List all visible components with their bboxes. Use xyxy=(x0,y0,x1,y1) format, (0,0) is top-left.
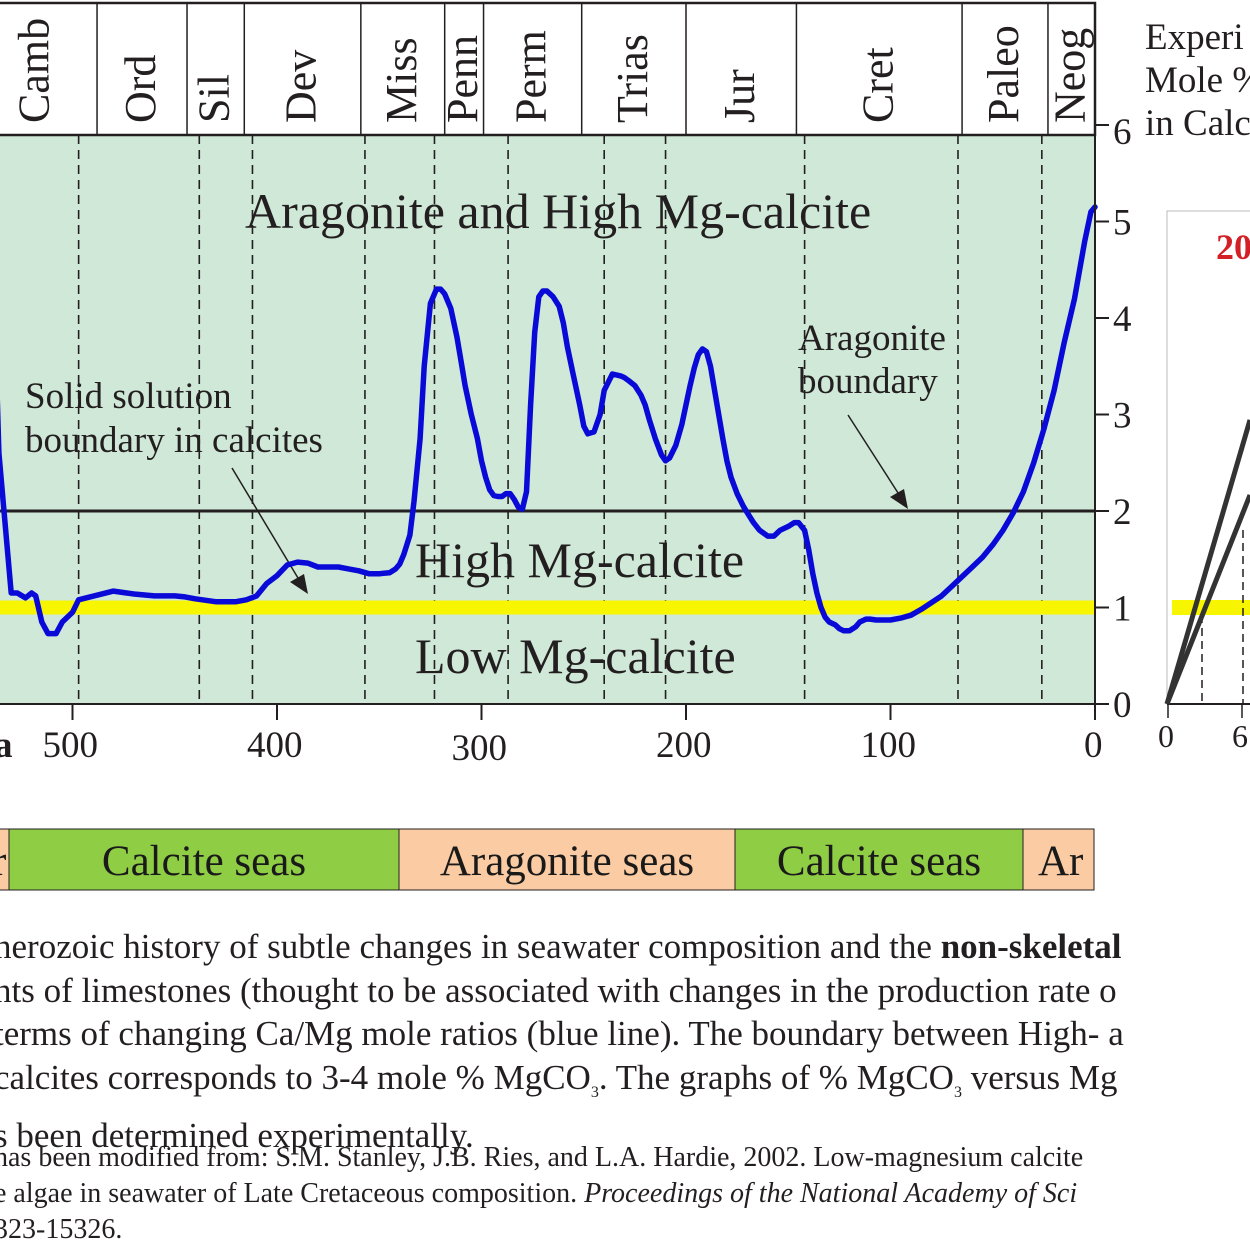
caption-line-4: calcites corresponds to 3-4 mole % MgCO3… xyxy=(0,1056,1250,1115)
period-label: Dev xyxy=(277,50,326,123)
mg-ca-ratio-series-line xyxy=(0,204,1098,637)
solid-solution-arrow xyxy=(231,467,299,579)
solid-solution-arrowhead xyxy=(290,574,308,594)
aragonite-arrowhead xyxy=(890,489,908,509)
credit-line-2-text: e algae in seawater of Late Cretaceous c… xyxy=(0,1178,585,1209)
seas-label: Calcite seas xyxy=(777,838,981,885)
inset-frame xyxy=(1166,210,1250,705)
x-tick-label: 100 xyxy=(861,725,917,766)
annotation-aragonite: Aragonite xyxy=(798,318,946,359)
credit-journal-name: Proceedings of the National Academy of S… xyxy=(584,1178,1078,1209)
y-tick-label: 0 xyxy=(1113,685,1132,726)
inset-yellow-line xyxy=(1172,600,1250,615)
caption-line-3: terms of changing Ca/Mg mole ratios (blu… xyxy=(0,1014,1124,1053)
credit-line-2: e algae in seawater of Late Cretaceous c… xyxy=(0,1176,1250,1212)
period-label: Cret xyxy=(853,47,902,123)
inset-title-line: Experi xyxy=(1145,17,1244,58)
annotation-boundary-in-calcites: boundary in calcites xyxy=(25,420,323,461)
x-tick-label: 200 xyxy=(656,725,712,766)
credit-line-3: 323-15326. xyxy=(0,1214,123,1245)
zone-label-high-mg-calcite: High Mg-calcite xyxy=(415,532,744,588)
caption-line-1: nerozoic history of subtle changes in se… xyxy=(0,925,1250,969)
period-label: Trias xyxy=(608,34,657,123)
seas-label: Ar xyxy=(1038,838,1083,885)
x-tick-label: 400 xyxy=(247,725,303,766)
x-axis-unit-label: a xyxy=(0,725,13,766)
annotation-solid-solution: Solid solution xyxy=(25,376,232,417)
period-label: Perm xyxy=(507,30,556,123)
x-tick-label: 500 xyxy=(43,725,99,766)
caption-line-1-text: nerozoic history of subtle changes in se… xyxy=(0,927,941,966)
period-boundary-lines xyxy=(77,135,1043,704)
caption-bold-term: non-skeletal xyxy=(940,927,1122,966)
seas-bar: r Calcite seas Aragonite seas Calcite seas A… xyxy=(0,828,1095,891)
y-tick-label: 6 xyxy=(1113,112,1132,153)
y-tick-label: 4 xyxy=(1113,299,1132,340)
period-label: Miss xyxy=(377,37,426,123)
aragonite-arrow xyxy=(847,414,901,497)
credit-line-1: has been modified from: S.M. Stanley, J.… xyxy=(0,1142,1084,1173)
period-label: Camb xyxy=(10,18,59,123)
inset-title-line: in Calc xyxy=(1145,103,1250,144)
chart-figure: Camb Ord Sil Dev Miss Penn Perm Trias Jur Cret Pal… xyxy=(0,1,1250,891)
seas-segment xyxy=(734,828,1024,891)
caption-subscript-2: 3 xyxy=(953,1083,962,1101)
period-label: Paleo xyxy=(979,25,1028,123)
y-axis: 0 1 2 3 4 5 6 xyxy=(1094,112,1132,726)
seas-segment xyxy=(1022,828,1095,891)
annotation-boundary: boundary xyxy=(798,361,938,402)
caption-line-5: s been determined experimentally. xyxy=(0,1116,474,1155)
x-tick-label: 0 xyxy=(1084,725,1103,766)
zone-label-aragonite-high-mg: Aragonite and High Mg-calcite xyxy=(245,183,871,239)
y-tick-label: 1 xyxy=(1113,589,1132,630)
caption-subscript-1: 3 xyxy=(590,1083,599,1101)
period-label: Neog xyxy=(1045,28,1094,123)
seas-segment xyxy=(8,828,400,891)
x-tick-label: 300 xyxy=(452,728,508,769)
period-header-frame xyxy=(0,1,1097,137)
inset-series-line xyxy=(1164,419,1250,705)
seas-label: Calcite seas xyxy=(102,838,306,885)
seas-label: Aragonite seas xyxy=(440,838,694,885)
caption-line-4a: calcites corresponds to 3-4 mole % MgCO xyxy=(0,1057,591,1097)
inset-series-line xyxy=(1164,494,1250,705)
figure-credit: has been modified from: S.M. Stanley, J.… xyxy=(0,1140,1250,1248)
seas-segment xyxy=(398,828,736,891)
inset-title-line: Mole % xyxy=(1145,60,1250,101)
period-label: Jur xyxy=(715,69,764,123)
zone-label-low-mg-calcite: Low Mg-calcite xyxy=(415,628,736,684)
y-tick-label: 5 xyxy=(1113,203,1132,244)
period-label: Penn xyxy=(438,35,487,123)
y-tick-label: 2 xyxy=(1113,492,1132,533)
y-tick-label: 3 xyxy=(1113,396,1132,437)
period-header: Camb Ord Sil Dev Miss Penn Perm Trias Jur Cret Pal… xyxy=(0,1,1097,137)
period-label: Sil xyxy=(190,74,239,123)
caption-line-4b: . The graphs of % MgCO xyxy=(598,1057,954,1097)
figure-caption: nerozoic history of subtle changes in se… xyxy=(0,925,1250,1158)
period-label: Ord xyxy=(116,55,165,123)
seas-label: r xyxy=(0,838,6,885)
caption-line-4c: versus Mg xyxy=(961,1057,1118,1097)
inset-x-tick-label: 0 xyxy=(1158,718,1174,754)
inset-red-label: 20 xyxy=(1216,227,1250,267)
x-axis: a 500 400 300 200 100 0 xyxy=(0,703,1103,769)
inset-x-tick-label: 6 xyxy=(1232,718,1248,754)
caption-line-2: nts of limestones (thought to be associa… xyxy=(0,970,1117,1010)
